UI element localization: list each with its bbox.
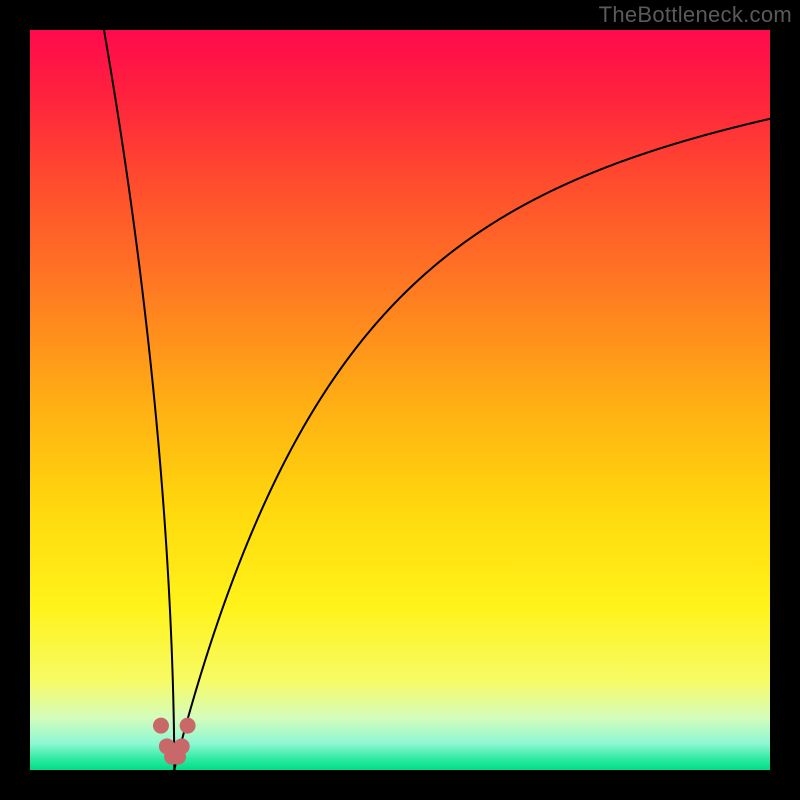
watermark-text: TheBottleneck.com — [599, 2, 792, 28]
bottleneck-chart — [0, 0, 800, 800]
marker-point — [180, 718, 196, 734]
gradient-background — [30, 30, 770, 770]
marker-point — [153, 718, 169, 734]
marker-point — [170, 749, 186, 765]
